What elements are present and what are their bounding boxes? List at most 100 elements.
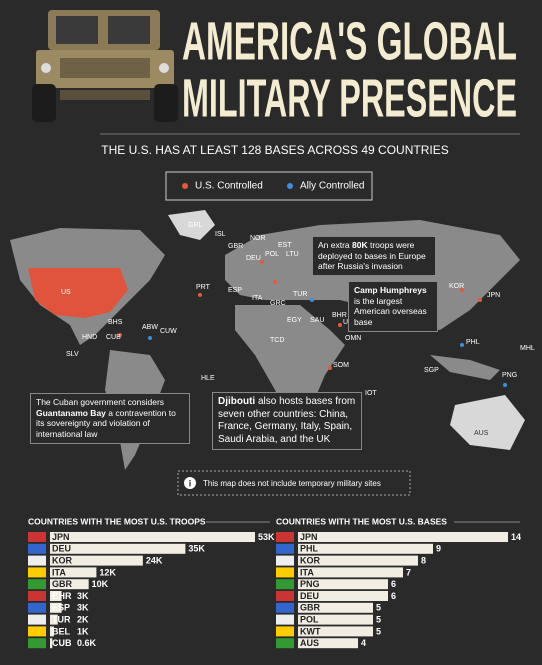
flag <box>28 532 46 542</box>
map-label: MHL <box>520 345 535 352</box>
text: An extra <box>318 240 353 250</box>
bar <box>298 591 388 601</box>
map-label: GBR <box>228 243 243 250</box>
category-label: JPN <box>300 532 318 542</box>
flag <box>28 543 46 554</box>
cuba-annotation: The Cuban government considers Guantanam… <box>30 393 190 444</box>
flag <box>276 567 294 578</box>
bar <box>50 591 62 601</box>
value-label: 5 <box>376 626 381 636</box>
category-label: DEU <box>52 544 71 554</box>
flag <box>28 626 46 637</box>
chart-title: COUNTRIES WITH THE MOST U.S. BASES <box>276 516 447 526</box>
bar <box>298 602 373 613</box>
map-label: IOT <box>365 390 377 397</box>
category-label: CUB <box>52 638 72 648</box>
category-label: GBR <box>52 579 73 589</box>
map-label: BHR <box>332 312 347 319</box>
category-label: AUS <box>300 638 319 648</box>
map-label: SOM <box>333 362 349 369</box>
category-label: PNG <box>300 579 320 589</box>
value-label: 0.6K <box>77 638 97 648</box>
legend-label: Ally Controlled <box>300 181 364 192</box>
map-label: DEU <box>246 255 261 262</box>
bar <box>50 602 62 613</box>
legend-box <box>165 171 373 201</box>
category-label: BHR <box>52 591 72 601</box>
value-label: 14 <box>511 532 521 542</box>
map-label: CUW <box>160 328 177 335</box>
category-label: ITA <box>52 567 66 577</box>
flag <box>276 602 294 613</box>
value-label: 4 <box>361 638 366 648</box>
text: 80K <box>352 240 368 250</box>
humvee-illustration <box>32 10 178 122</box>
map-label: CUB <box>106 334 121 341</box>
text: a contravention to its sovereignty and v… <box>36 407 176 439</box>
flag <box>28 614 46 625</box>
category-label: KOR <box>300 555 321 565</box>
text: Camp Humphreys <box>354 285 427 295</box>
map-label: SLV <box>66 351 79 358</box>
bar <box>298 579 388 590</box>
bar <box>50 614 58 625</box>
category-label: TUR <box>52 614 71 624</box>
flag <box>28 602 46 613</box>
bar <box>298 543 433 554</box>
map-label: OMN <box>345 335 361 342</box>
text: also hosts bases from seven other countr… <box>218 396 356 445</box>
info-icon-text: i <box>189 478 192 488</box>
map-label: US <box>61 289 71 296</box>
category-label: KOR <box>52 555 73 565</box>
djibouti-annotation: Djibouti also hosts bases from seven oth… <box>212 392 362 450</box>
map-label: EST <box>278 242 292 249</box>
value-label: 24K <box>146 555 163 565</box>
map-label: HND <box>82 334 97 341</box>
map-label: EGY <box>287 317 302 324</box>
europe-annotation: An extra 80K troops were deployed to bas… <box>312 236 436 276</box>
category-label: BEL <box>52 626 71 636</box>
bar <box>50 543 186 554</box>
map-label: NOR <box>250 235 266 242</box>
value-label: 7 <box>406 567 411 577</box>
value-label: 6 <box>391 579 396 589</box>
value-label: 10K <box>92 579 109 589</box>
value-label: 3K <box>77 603 89 613</box>
map-label: PRT <box>196 284 211 291</box>
flag <box>276 638 294 649</box>
world-map <box>10 210 525 470</box>
category-label: POL <box>300 614 319 624</box>
map-label: ESP <box>228 287 242 294</box>
note-box <box>177 470 411 496</box>
map-label: BHS <box>108 319 123 326</box>
category-label: JPN <box>52 532 70 542</box>
flag <box>276 591 294 601</box>
flag <box>28 567 46 578</box>
map-label: ABW <box>142 324 158 331</box>
value-label: 6 <box>391 591 396 601</box>
text: Guantanamo Bay <box>36 407 106 418</box>
korea-annotation: Camp Humphreys is the largest American o… <box>348 281 438 332</box>
map-note: This map does not include temporary mili… <box>203 479 381 488</box>
map-label: JPN <box>487 292 500 299</box>
bar <box>298 614 373 625</box>
map-label: SGP <box>424 367 439 374</box>
legend-dot <box>182 183 188 189</box>
bar <box>298 555 418 566</box>
map-label: ISL <box>215 231 226 238</box>
flag <box>28 555 46 566</box>
subtitle: THE U.S. HAS AT LEAST 128 BASES ACROSS 4… <box>101 143 448 157</box>
map-label: LTU <box>286 251 299 258</box>
map-label: PNG <box>502 372 517 379</box>
text: is the largest American overseas base <box>354 295 427 327</box>
category-label: ESP <box>52 603 70 613</box>
value-label: 12K <box>99 567 116 577</box>
bar <box>50 555 143 566</box>
map-label: TUR <box>293 291 307 298</box>
flag <box>276 626 294 637</box>
map-label: HLE <box>201 375 215 382</box>
text: Djibouti <box>218 396 256 407</box>
value-label: 1K <box>77 626 89 636</box>
